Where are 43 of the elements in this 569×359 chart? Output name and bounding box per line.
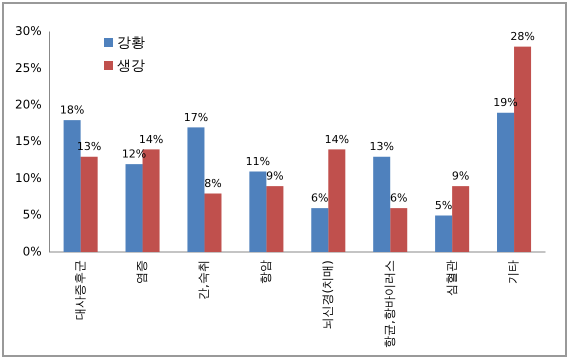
bar [266, 186, 284, 252]
data-label: 14% [324, 132, 350, 146]
data-label: 6% [390, 192, 408, 205]
y-tick-label: 20% [15, 98, 42, 112]
bar [373, 156, 390, 252]
data-label: 6% [311, 192, 329, 205]
bar [311, 208, 328, 252]
bar [497, 112, 514, 252]
x-tick-label: 뇌신경(치매) [320, 260, 334, 330]
y-tick-label: 30% [15, 24, 42, 38]
bar [435, 215, 452, 252]
bar [204, 193, 222, 252]
x-tick-label: 항균,항바이러스 [382, 260, 396, 348]
x-tick-label: 간,숙취 [196, 260, 211, 300]
data-label: 5% [434, 198, 452, 212]
data-label: 13% [369, 140, 394, 154]
x-tick-label: 기타 [506, 260, 520, 284]
data-label: 9% [266, 169, 284, 182]
y-tick-label: 0% [22, 244, 42, 258]
x-tick-label: 대사증후군 [72, 260, 87, 320]
bar [452, 186, 470, 252]
data-label: 8% [204, 176, 222, 190]
bar [80, 156, 98, 252]
bar [126, 164, 143, 252]
bar [187, 127, 204, 252]
y-tick-label: 25% [15, 60, 42, 75]
data-label: 18% [60, 103, 84, 116]
y-tick-label: 5% [22, 208, 42, 222]
data-label: 17% [184, 110, 208, 124]
bar [249, 171, 266, 252]
x-tick-label: 염증 [134, 260, 149, 284]
data-label: 14% [138, 132, 164, 146]
data-label: 11% [246, 154, 270, 168]
data-label: 9% [452, 169, 470, 182]
y-tick-label: 10% [15, 170, 42, 185]
data-label: 28% [510, 30, 535, 44]
bar [328, 149, 346, 252]
x-tick-label: 심혈관 [444, 260, 458, 296]
y-tick-label: 15% [15, 134, 42, 148]
legend-label: 강황 [116, 34, 145, 53]
bar [390, 208, 408, 252]
legend-label: 생강 [116, 57, 145, 76]
x-tick-label: 항암 [258, 260, 273, 284]
